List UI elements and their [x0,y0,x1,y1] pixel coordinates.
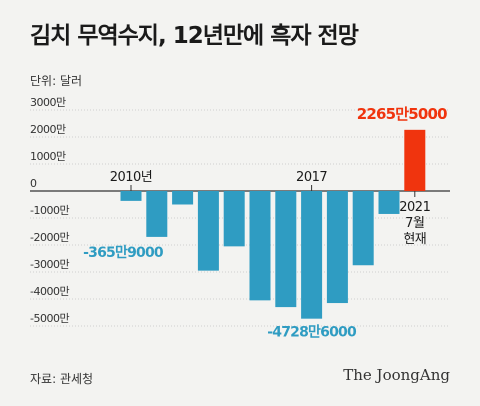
bar [326,191,348,304]
x-tick-label: 7월 [405,216,424,231]
y-tick-label: -4000만 [30,285,69,298]
y-tick-label: -1000만 [30,204,69,217]
source-label: 자료: 관세청 [30,372,94,386]
chart-title: 김치 무역수지, 12년만에 흑자 전망 [30,23,359,49]
bar [120,191,142,201]
brand-logo: The JoongAng [343,366,450,384]
bar [404,129,426,191]
x-tick-label: 현재 [403,232,426,247]
bar [172,191,194,205]
x-tick-label: 2021 [399,200,430,215]
bar [146,191,168,237]
x-tick-label: 2010년 [110,170,153,185]
y-tick-label: -3000만 [30,258,69,271]
data-label: -365만9000 [83,245,164,261]
y-tick-label: 3000만 [30,96,66,109]
bar [378,191,400,214]
data-label: 2265만5000 [357,105,447,123]
bar [275,191,297,308]
y-tick-label: 2000만 [30,123,66,136]
y-tick-label: -5000만 [30,312,69,325]
y-tick-label: -2000만 [30,231,69,244]
unit-label: 단위: 달러 [30,74,83,88]
bar [249,191,271,301]
bar [301,191,323,319]
data-label: -4728만6000 [267,325,357,341]
x-tick-label: 2017 [296,170,327,185]
y-tick-label: 1000만 [30,150,66,163]
y-tick-label: 0 [30,177,37,190]
bar [197,191,219,271]
bar [352,191,374,266]
bar [223,191,245,247]
